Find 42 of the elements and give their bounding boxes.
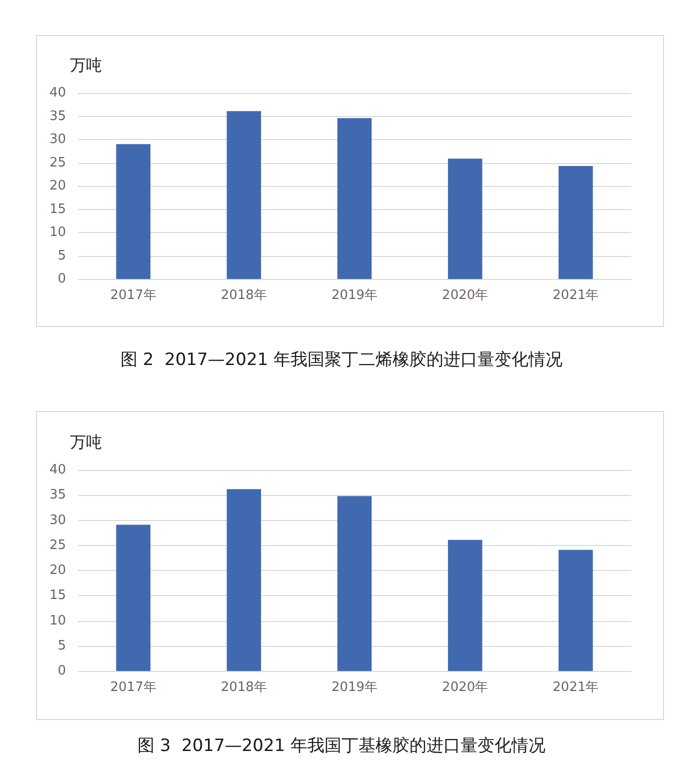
y-tick-label: 25 bbox=[49, 538, 66, 553]
bar bbox=[337, 118, 372, 279]
text: 图 2 2017—2021 年我国聚丁二烯橡胶的进口量变化情况 bbox=[120, 349, 564, 371]
x-tick-label: 2018年 bbox=[220, 680, 267, 695]
bar bbox=[337, 496, 372, 671]
y-tick-label: 15 bbox=[49, 202, 66, 217]
bar bbox=[226, 111, 262, 279]
y-tick-label: 5 bbox=[58, 638, 66, 654]
y-tick-label: 40 bbox=[49, 462, 66, 478]
y-tick-label: 20 bbox=[49, 563, 66, 578]
x-tick-label: 2019年 bbox=[331, 288, 378, 303]
y-tick-label: 30 bbox=[49, 512, 66, 528]
bar bbox=[448, 158, 482, 279]
y-tick-label: 10 bbox=[49, 613, 66, 628]
y-tick-label: 5 bbox=[58, 248, 66, 264]
text: 图 3 2017—2021 年我国丁基橡胶的进口量变化情况 bbox=[136, 735, 546, 757]
y-tick-label: 40 bbox=[49, 86, 66, 100]
y-tick-label: 35 bbox=[49, 108, 66, 124]
x-tick-label: 2021年 bbox=[552, 288, 599, 303]
x-tick-label: 2019年 bbox=[331, 680, 378, 695]
y-tick-label: 35 bbox=[49, 488, 66, 503]
y-tick-label: 15 bbox=[49, 588, 66, 604]
x-tick-label: 2020年 bbox=[442, 288, 488, 303]
x-tick-label: 2017年 bbox=[110, 288, 156, 303]
y-tick-label: 10 bbox=[49, 225, 66, 240]
y-axis-title: 万吨 bbox=[70, 432, 102, 452]
bar bbox=[116, 144, 150, 279]
x-tick-label: 2018年 bbox=[220, 288, 267, 303]
y-tick-label: 0 bbox=[58, 272, 66, 286]
y-axis-title: 万吨 bbox=[70, 56, 102, 74]
y-tick-label: 0 bbox=[58, 664, 66, 678]
y-tick-label: 25 bbox=[49, 155, 66, 170]
y-tick-label: 20 bbox=[49, 178, 66, 194]
bar bbox=[116, 524, 150, 671]
bar bbox=[448, 540, 482, 671]
bar bbox=[558, 550, 593, 671]
x-tick-label: 2017年 bbox=[110, 680, 156, 695]
bar bbox=[226, 489, 262, 671]
y-tick-label: 30 bbox=[49, 132, 66, 147]
x-tick-label: 2020年 bbox=[442, 680, 488, 695]
bar bbox=[558, 166, 593, 279]
x-tick-label: 2021年 bbox=[552, 680, 599, 695]
